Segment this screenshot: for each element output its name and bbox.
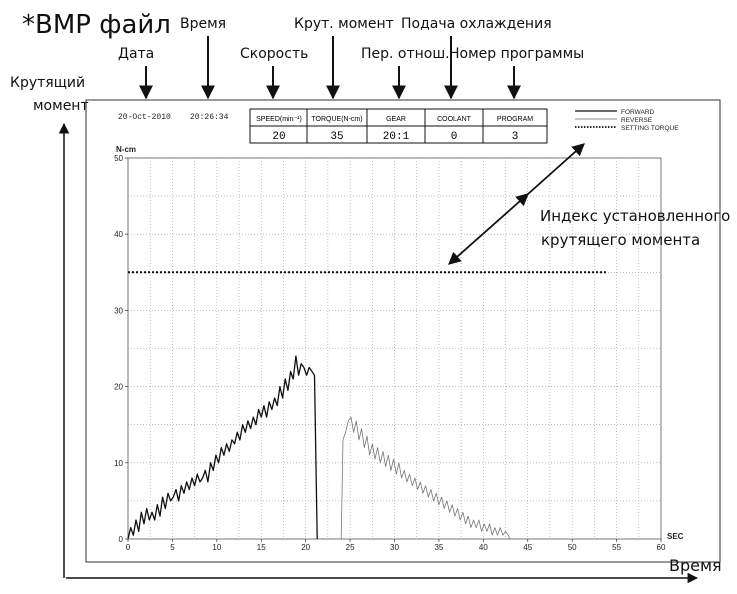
x-tick-label: 45 [523,543,532,552]
time-caption: Время [180,16,226,32]
legend-forward-label: FORWARD [621,109,655,116]
x-tick-label: 10 [212,543,221,552]
speed-caption: Скорость [240,46,308,62]
y-tick-label: 50 [114,154,123,163]
table-value-torque: 35 [330,131,343,143]
torque-axis-label-1: Крутящий [10,75,85,91]
bmp-file-title: *BMP файл [22,10,171,40]
legend-setting-label: SETTING TORQUE [621,125,679,132]
gear-caption: Пер. отнош. [361,46,450,62]
record-time: 20:26:34 [190,113,229,122]
table-value-program: 3 [512,131,519,143]
chart-legend: FORWARD REVERSE SETTING TORQUE [575,109,679,132]
x-tick-label: 0 [126,543,131,552]
plot-series [127,271,608,540]
table-value-coolant: 0 [451,131,458,143]
x-tick-label: 55 [612,543,621,552]
table-value-gear: 20:1 [383,131,410,143]
legend-reverse-label: REVERSE [621,117,653,124]
torque-caption: Крут. момент [294,16,394,32]
setting-index-arrow [448,193,529,265]
program-caption: Номер программы [449,46,584,62]
table-header-gear: GEAR [386,116,406,123]
plot-area: 0 5 10 15 20 25 30 35 40 45 50 55 60 0 10 20 30 40 50 [114,154,666,552]
x-tick-label: 25 [346,543,355,552]
setting-legend-arrow [527,143,585,195]
x-tick-label: 50 [568,543,577,552]
y-tick-label: 20 [114,383,123,392]
y-tick-label: 40 [114,230,123,239]
setting-index-label-2: крутящего момента [541,231,700,249]
x-tick-label: 20 [301,543,310,552]
x-tick-label: 40 [479,543,488,552]
x-tick-label: 15 [257,543,266,552]
series-line-forward [127,355,318,540]
series-line-reverse [340,416,511,540]
x-tick-label: 60 [657,543,666,552]
table-header-speed: SPEED(min⁻¹) [256,116,302,123]
x-unit-label: SEC [667,532,684,541]
bitmap-frame [85,99,721,563]
y-unit-label: N-cm [116,145,136,154]
time-axis-label: Время [669,556,722,575]
torque-axis-label-2: момент [33,98,89,114]
x-tick-label: 30 [390,543,399,552]
y-tick-label: 30 [114,306,123,315]
setting-index-label-1: Индекс установленного [540,207,730,225]
x-tick-label: 35 [434,543,443,552]
record-date: 20-Oct-2010 [118,113,171,122]
plot-ticks: 0 5 10 15 20 25 30 35 40 45 50 55 60 0 10 20 30 40 50 [114,154,666,552]
y-tick-label: 10 [114,459,123,468]
coolant-caption: Подача охлаждения [401,16,552,32]
parameter-table: SPEED(min⁻¹) TORQUE(N-cm) GEAR COOLANT P… [249,108,548,144]
date-caption: Дата [118,46,154,62]
y-tick-label: 0 [119,535,124,544]
table-header-torque: TORQUE(N-cm) [311,116,362,123]
table-value-speed: 20 [272,131,285,143]
x-tick-label: 5 [170,543,175,552]
table-header-program: PROGRAM [497,116,533,123]
table-header-coolant: COOLANT [437,116,472,123]
